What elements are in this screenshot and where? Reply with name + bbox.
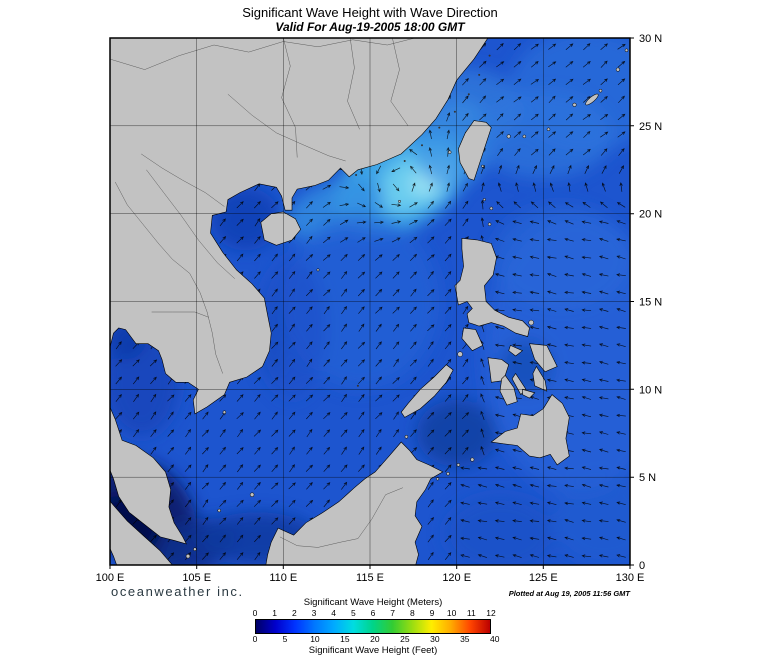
feet-tick: 15: [340, 634, 350, 644]
meters-tick: 10: [446, 608, 457, 618]
lat-labels: 0 5 N 10 N 15 N 20 N 25 N 30 N: [639, 33, 662, 572]
lon-label: 125 E: [529, 572, 558, 584]
lon-label: 105 E: [182, 572, 211, 584]
lat-label: 30 N: [639, 33, 662, 45]
feet-tick: 0: [252, 634, 258, 644]
feet-tick: 20: [370, 634, 380, 644]
meters-tick: 8: [409, 608, 415, 618]
meters-tick: 12: [486, 608, 496, 618]
lon-label: 120 E: [442, 572, 471, 584]
lon-labels: 100 E 105 E 110 E 115 E 120 E 125 E 130 E: [96, 572, 645, 584]
land-layer: [110, 38, 629, 565]
lat-label: 20 N: [639, 209, 662, 221]
meters-tick: 5: [350, 608, 356, 618]
meters-tick: 3: [311, 608, 317, 618]
meters-tick: 9: [429, 608, 435, 618]
lat-label: 25 N: [639, 121, 662, 133]
lat-label: 10 N: [639, 384, 662, 396]
meters-tick: 2: [291, 608, 297, 618]
colorbar-meters-ticks: 0 1 2 3 4 5 6 7 8 9 10 11 12: [252, 608, 496, 619]
meters-tick: 7: [390, 608, 396, 618]
lon-label: 130 E: [616, 572, 645, 584]
meters-tick: 0: [252, 608, 258, 618]
feet-tick: 40: [490, 634, 500, 644]
feet-tick: 5: [282, 634, 288, 644]
meters-tick: 1: [272, 608, 278, 618]
lat-label: 5 N: [639, 472, 656, 484]
inland-borders: [110, 38, 416, 548]
lon-label: 115 E: [356, 572, 384, 584]
colorbar-meters-label: Significant Wave Height (Meters): [303, 597, 443, 608]
graticule: [110, 38, 630, 565]
lat-label: 0: [639, 560, 645, 572]
axis-ticks: [109, 37, 634, 569]
lon-label: 110 E: [269, 572, 297, 584]
colorbar-gradient: [255, 619, 491, 634]
lon-label: 100 E: [96, 572, 125, 584]
plotted-timestamp: Plotted at Aug 19, 2005 11:56 GMT: [508, 589, 630, 598]
chart-title: Significant Wave Height with Wave Direct…: [242, 5, 498, 20]
feet-tick: 35: [460, 634, 470, 644]
chart-subtitle: Valid For Aug-19-2005 18:00 GMT: [275, 20, 465, 34]
feet-tick: 25: [400, 634, 410, 644]
colorbar-feet-ticks: 0 5 10 15 20 25 30 35 40: [252, 634, 500, 645]
meters-tick: 4: [331, 608, 337, 618]
feet-tick: 10: [310, 634, 320, 644]
meters-tick: 6: [370, 608, 376, 618]
lat-label: 15 N: [639, 297, 662, 309]
meters-tick: 11: [466, 608, 476, 618]
oceanweather-logo: oceanweather inc.: [111, 584, 244, 599]
colorbar-feet-label: Significant Wave Height (Feet): [308, 645, 438, 656]
feet-tick: 30: [430, 634, 440, 644]
